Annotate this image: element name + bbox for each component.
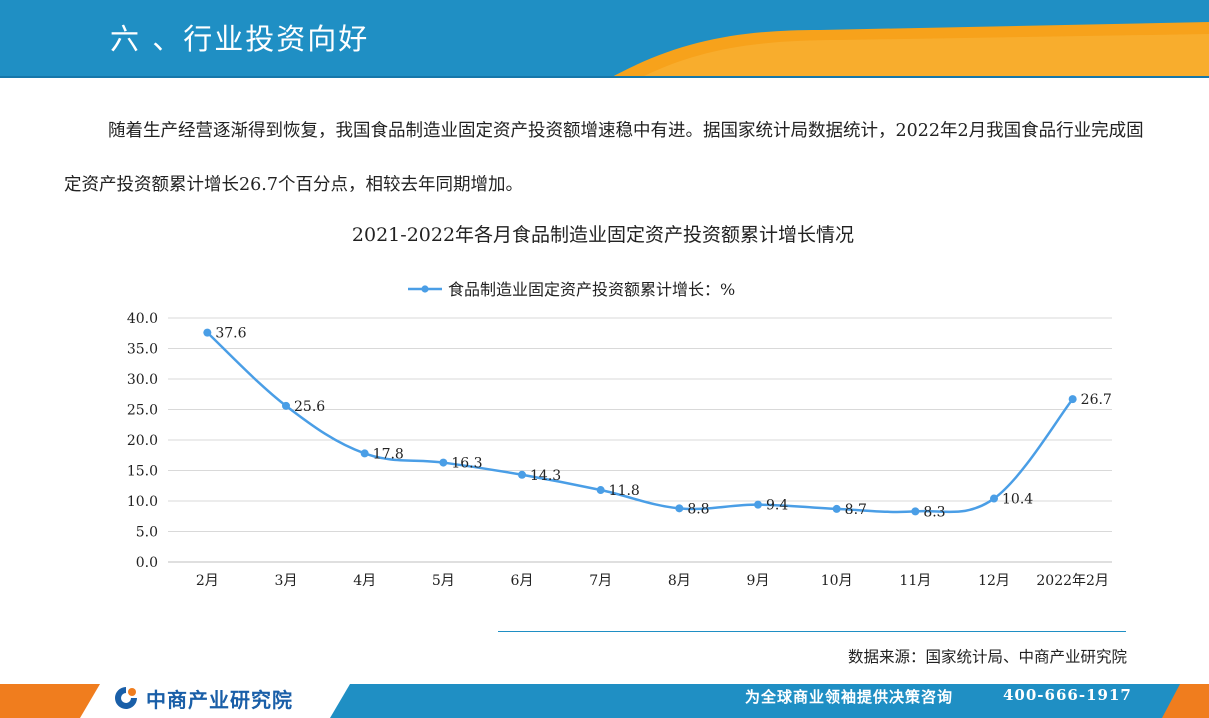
series-points: [203, 328, 1077, 516]
x-axis: 2月 3月 4月 5月 6月 7月 8月 9月 10月 11月 12月 2022年2月: [196, 573, 1109, 589]
x-tick-label: 10月: [821, 573, 853, 589]
line-chart: 2021-2022年各月食品制造业固定资产投资额累计增长情况 食品制造业固定资产…: [127, 224, 1112, 589]
y-tick-label: 5.0: [136, 525, 158, 541]
header-bottom-line: [0, 76, 1209, 78]
x-tick-label: 7月: [589, 573, 612, 589]
y-tick-label: 35.0: [127, 342, 158, 358]
x-tick-label: 11月: [899, 573, 931, 589]
data-point: [518, 470, 526, 479]
data-point: [203, 328, 212, 337]
footer-banner: [0, 684, 1209, 718]
data-label: 37.6: [215, 326, 246, 342]
x-tick-label: 12月: [978, 573, 1010, 589]
y-tick-label: 0.0: [136, 555, 158, 571]
footer-slogan: 为全球商业领袖提供决策咨询: [745, 688, 954, 706]
x-tick-label: 2月: [196, 573, 219, 589]
data-source: 数据来源：国家统计局、中商产业研究院: [847, 648, 1127, 666]
data-point: [360, 449, 369, 458]
footer-brand: 中商产业研究院: [112, 683, 293, 713]
y-tick-label: 40.0: [127, 311, 158, 327]
x-tick-label: 5月: [432, 573, 455, 589]
chart-legend: 食品制造业固定资产投资额累计增长：%: [408, 280, 735, 299]
source-divider: [498, 631, 1126, 632]
brand-logo-icon: [115, 687, 137, 709]
series-line: [206, 331, 1074, 514]
y-tick-label: 10.0: [127, 494, 158, 510]
data-label: 17.8: [373, 446, 404, 462]
x-tick-label: 2022年2月: [1036, 573, 1109, 589]
data-point: [439, 458, 448, 467]
footer-phone: 400-666-1917: [1003, 686, 1132, 704]
y-tick-label: 25.0: [127, 403, 158, 419]
data-point: [282, 401, 290, 410]
data-label: 25.6: [294, 399, 325, 415]
y-tick-label: 30.0: [127, 372, 158, 388]
data-point: [754, 500, 762, 509]
header-banner: [0, 0, 1209, 78]
data-point: [596, 486, 605, 495]
x-tick-label: 4月: [353, 573, 376, 589]
x-tick-label: 8月: [668, 573, 691, 589]
x-tick-label: 3月: [275, 573, 298, 589]
legend-label: 食品制造业固定资产投资额累计增长：%: [448, 280, 735, 299]
data-point: [911, 507, 920, 516]
x-tick-label: 6月: [511, 573, 534, 589]
brand-name: 中商产业研究院: [146, 687, 293, 712]
intro-paragraph: 随着生产经营逐渐得到恢复，我国食品制造业固定资产投资额增速稳中有进。据国家统计局…: [64, 121, 1144, 195]
x-tick-label: 9月: [747, 573, 770, 589]
data-point: [675, 504, 684, 513]
data-label: 16.3: [451, 456, 482, 472]
y-tick-label: 20.0: [127, 433, 158, 449]
data-labels: 37.6 25.6 17.8 16.3 14.3 11.8 8.8 9.4 8.7 8.3 10.4…: [215, 326, 1112, 521]
data-label: 11.8: [609, 483, 640, 499]
footer-orange-wedge: [0, 684, 100, 718]
page-title: 六 、行业投资向好: [110, 22, 370, 56]
y-axis: 0.0 5.0 10.0 15.0 20.0 25.0 30.0 35.0 40.0: [127, 311, 158, 571]
data-label: 26.7: [1081, 392, 1112, 408]
footer-brand-panel: [85, 684, 345, 718]
footer-orange-end: [1162, 684, 1209, 718]
data-label: 8.7: [845, 502, 867, 518]
data-label: 8.8: [687, 501, 709, 517]
data-label: 10.4: [1002, 492, 1033, 508]
data-label: 14.3: [530, 468, 561, 484]
footer-blue-band: [330, 684, 1209, 718]
header-orange-swoosh-inner: [640, 34, 1209, 78]
data-point: [1068, 395, 1077, 404]
chart-title: 2021-2022年各月食品制造业固定资产投资额累计增长情况: [352, 224, 854, 246]
data-point: [990, 494, 998, 503]
data-label: 9.4: [766, 498, 788, 514]
y-tick-label: 15.0: [127, 464, 158, 480]
chart-gridlines: [168, 317, 1112, 563]
data-label: 8.3: [923, 504, 945, 520]
legend-marker: [421, 285, 429, 293]
data-point: [832, 504, 841, 513]
